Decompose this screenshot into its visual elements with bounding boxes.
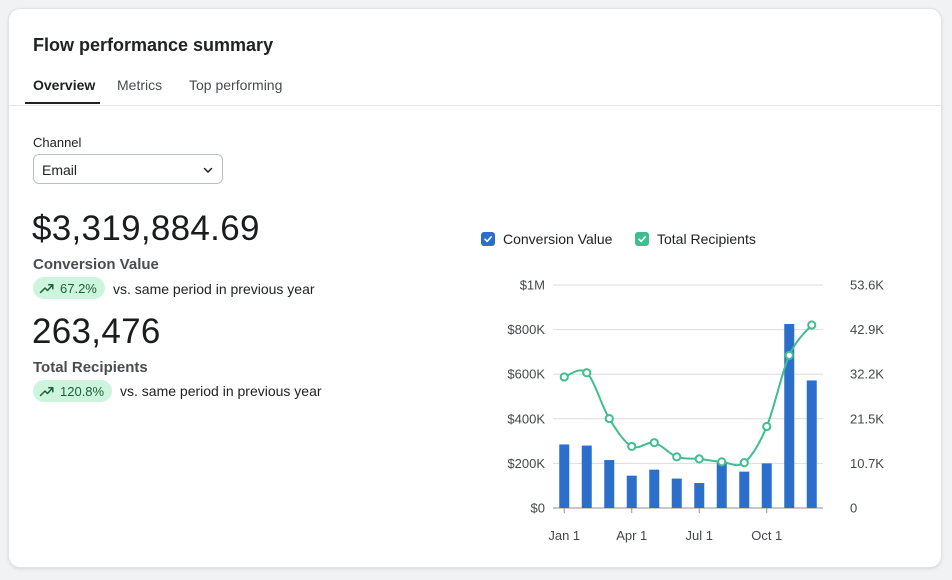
bar bbox=[649, 469, 660, 508]
line-point bbox=[694, 454, 704, 464]
line-point bbox=[627, 441, 637, 452]
line-point bbox=[739, 458, 749, 468]
channel-select[interactable]: Email bbox=[33, 154, 223, 184]
card-title: Flow performance summary bbox=[33, 35, 274, 55]
legend-label: Total Recipients bbox=[657, 231, 756, 247]
y-right-tick-label: 42.9K bbox=[850, 322, 884, 337]
chevron-down-icon bbox=[203, 167, 213, 173]
bar bbox=[604, 460, 615, 508]
x-tick-label: Jul 1 bbox=[686, 528, 713, 543]
line-point bbox=[784, 350, 794, 360]
y-right-tick-label: 53.6K bbox=[850, 278, 884, 293]
conversion-value-comparison: vs. same period in previous year bbox=[113, 281, 315, 297]
series-line bbox=[563, 324, 813, 467]
y-right-tick-label: 0 bbox=[850, 501, 857, 516]
total-recipients-amount: 263,476 bbox=[32, 312, 161, 351]
conversion-value-change: 67.2% bbox=[60, 280, 97, 296]
line-point bbox=[672, 452, 682, 462]
bar bbox=[694, 483, 705, 508]
y-left-tick-label: $800K bbox=[507, 322, 545, 337]
x-tick-label: Apr 1 bbox=[616, 528, 647, 543]
legend-conversion-value[interactable]: Conversion Value bbox=[481, 231, 612, 247]
line-point bbox=[807, 320, 817, 330]
line-point bbox=[559, 372, 569, 382]
tab-overview[interactable]: Overview bbox=[33, 77, 96, 93]
tab-bar: Overview Metrics Top performing bbox=[9, 71, 941, 106]
checkbox-checked-icon[interactable] bbox=[635, 232, 649, 246]
legend-label: Conversion Value bbox=[503, 231, 613, 247]
x-tick-label: Jan 1 bbox=[548, 528, 580, 543]
total-recipients-label: Total Recipients bbox=[33, 359, 148, 376]
tab-metrics[interactable]: Metrics bbox=[117, 77, 163, 93]
bar bbox=[761, 463, 772, 508]
tab-top-performing[interactable]: Top performing bbox=[189, 77, 283, 93]
conversion-value-change-badge: 67.2% bbox=[33, 277, 105, 299]
total-recipients-change-badge: 120.8% bbox=[33, 380, 113, 402]
y-left-tick-label: $600K bbox=[507, 367, 545, 382]
line-point bbox=[762, 421, 772, 432]
trend-up-icon bbox=[39, 387, 54, 397]
line-point bbox=[604, 413, 614, 424]
y-right-tick-label: 10.7K bbox=[850, 456, 884, 471]
total-recipients-change: 120.8% bbox=[60, 383, 105, 399]
line-point bbox=[582, 368, 592, 378]
conversion-value-label: Conversion Value bbox=[33, 256, 159, 273]
bar bbox=[671, 478, 682, 508]
bar bbox=[784, 324, 795, 508]
active-tab-indicator bbox=[25, 102, 100, 104]
y-right-tick-label: 32.2K bbox=[850, 367, 884, 382]
x-tick-label: Oct 1 bbox=[751, 528, 782, 543]
combo-chart: $0 0 $200K 10.7K $400K 21.5K $600K 32.2K $800K 42… bbox=[507, 278, 884, 544]
y-right-tick-label: 21.5K bbox=[850, 411, 884, 426]
bar bbox=[806, 380, 817, 508]
y-left-tick-label: $400K bbox=[507, 411, 545, 426]
y-left-tick-label: $200K bbox=[507, 456, 545, 471]
conversion-value-amount: $3,319,884.69 bbox=[32, 209, 260, 248]
bar bbox=[716, 462, 727, 508]
line-point bbox=[717, 457, 727, 467]
trend-up-icon bbox=[39, 284, 54, 294]
bar bbox=[581, 445, 592, 508]
channel-select-value: Email bbox=[42, 162, 78, 178]
channel-label: Channel bbox=[33, 135, 82, 150]
bar bbox=[626, 475, 637, 508]
checkbox-checked-icon[interactable] bbox=[481, 232, 495, 246]
legend-total-recipients[interactable]: Total Recipients bbox=[635, 231, 756, 247]
line-point bbox=[649, 438, 659, 448]
bar bbox=[559, 444, 570, 508]
total-recipients-comparison: vs. same period in previous year bbox=[120, 383, 322, 399]
bar bbox=[739, 471, 750, 508]
flow-performance-card: Flow performance summary Overview Metric… bbox=[8, 8, 942, 568]
y-left-tick-label: $0 bbox=[531, 501, 545, 516]
y-left-tick-label: $1M bbox=[520, 278, 545, 293]
